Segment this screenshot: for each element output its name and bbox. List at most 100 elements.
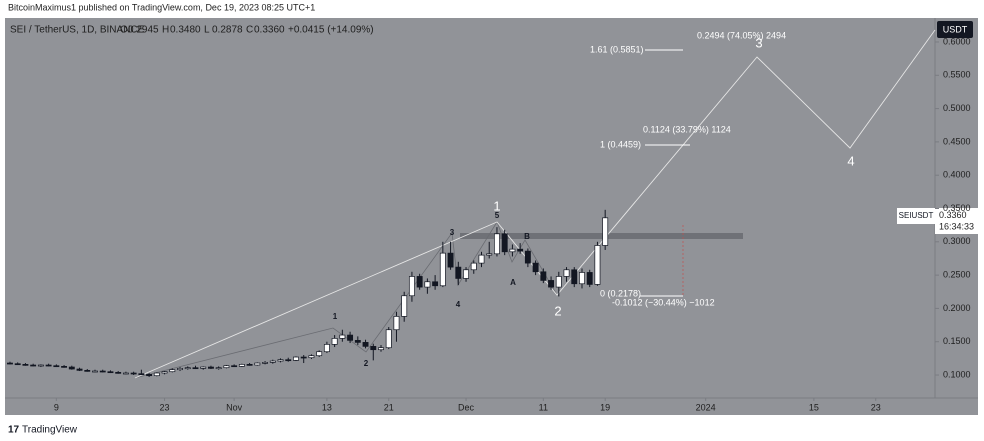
candle-body [262,362,269,364]
candle-body [223,365,230,369]
candle-body [331,338,338,345]
candle-body [277,359,284,362]
candle-body [122,372,129,375]
candle-body [486,253,493,256]
candle-body [393,316,400,331]
countdown: 16:34:33 [939,221,974,231]
resistance-zone [460,233,743,239]
legend-value: 0.2878 [212,25,243,36]
x-tick-label: 15 [809,402,819,412]
legend-value: 0.3480 [170,25,201,36]
candle-body [378,347,384,351]
candle-body [192,367,199,370]
wave-label: 5 [495,211,500,220]
candle-body [308,355,315,359]
ohlc-legend: O 0.2945 H 0.3480 L 0.2878 C 0.3360 [120,25,285,36]
wave-label: 1 [493,198,500,213]
y-tick-label: 0.1000 [943,369,971,379]
candle-body [53,365,60,368]
wave-label: 4 [456,300,461,309]
candle-body [37,364,44,367]
candle-body [501,233,508,253]
candle-body [532,262,539,273]
candle-body [14,363,21,366]
candle-body [323,344,330,353]
candle-body [470,262,477,271]
fib-label: -0.1012 (−30.44%) −1012 [612,297,715,307]
fib-label: 0 (0.2178) [600,288,641,298]
candle-body [238,364,245,367]
candle-body [432,281,439,287]
candle-body [401,295,408,317]
candle-body [293,356,299,361]
candle-body [300,356,307,359]
candle-body [347,334,354,341]
publisher: BitcoinMaximus1 published on TradingView… [8,2,315,12]
candle-body [524,250,531,264]
candle-body [385,329,392,349]
y-tick-label: 0.5000 [943,103,971,113]
candle-body [571,269,578,285]
candle-body [7,362,13,365]
wave-label: B [524,232,530,241]
wave-label: 4 [847,153,854,168]
fib-label: 1.61 (0.5851) [590,44,644,54]
currency-box [937,21,973,38]
candle-body [22,364,29,366]
candle-body [177,368,183,371]
candle-body [146,374,153,377]
candle-body [45,364,52,367]
wave-label: 3 [755,35,762,50]
candle-body [76,368,83,371]
candle-body [153,372,160,377]
y-tick-label: 0.5500 [943,70,971,80]
y-tick-label: 0.6000 [943,36,971,46]
x-tick-label: 19 [600,402,610,412]
candle-body [184,367,191,370]
candle-body [354,340,361,343]
candle-body [169,369,176,373]
wave-label: A [510,278,516,287]
candle-body [115,372,122,374]
y-tick-label: 0.2500 [943,269,971,279]
legend-key: L [204,25,210,36]
x-tick-label: 11 [539,402,548,412]
candle-body [563,269,570,277]
candle-body [61,366,68,368]
candle-body [215,367,222,370]
chart-title: SEI / TetherUS, 1D, BINANCE [10,25,145,36]
candle-body [316,351,323,357]
candle-body [555,276,562,288]
candle-body [130,372,137,375]
fib-label: 0.2494 (74.05%) 2494 [697,30,786,40]
candle-body [161,371,168,374]
candle-body [84,370,91,372]
candle-body [408,276,415,297]
candle-body [68,366,75,370]
wave-label: 2 [554,303,561,318]
candle-body [447,252,454,268]
candle-body [138,373,145,376]
change: +0.0415 (+14.09%) [288,25,374,36]
candle-body [424,281,431,288]
last-price-box [935,208,978,234]
x-tick-label: 2024 [696,402,716,412]
x-tick-label: 23 [160,402,170,412]
chart-panel [5,18,978,415]
candle-body [207,366,214,369]
wave-label: 3 [450,228,455,237]
x-tick-label: Nov [226,402,243,412]
candle-body [594,245,601,285]
candle-body [269,360,276,363]
legend-value: 0.2945 [128,25,159,36]
candle-body [200,366,207,369]
x-tick-label: 21 [384,402,394,412]
candle-body [285,359,292,362]
candle-body [517,248,524,252]
y-tick-label: 0.3500 [943,203,971,213]
candle-body [362,342,369,347]
candle-body [540,271,547,281]
wave-label: 1 [333,312,338,321]
legend-key: O [120,25,128,36]
